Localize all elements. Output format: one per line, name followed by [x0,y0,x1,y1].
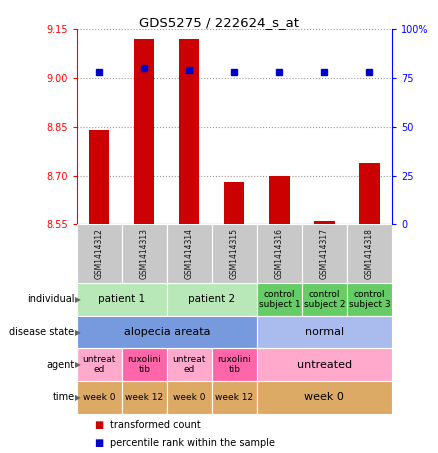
Text: normal: normal [305,327,344,337]
Text: ruxolini
tib: ruxolini tib [217,355,251,374]
Bar [347,224,392,283]
Text: alopecia areata: alopecia areata [124,327,210,337]
Bar [359,163,380,224]
Text: GSM1414316: GSM1414316 [275,228,284,279]
Bar [89,130,110,224]
Bar [77,283,167,316]
Bar [122,224,167,283]
Bar [77,224,122,283]
Text: GSM1414314: GSM1414314 [185,228,194,279]
Text: week 0: week 0 [304,392,344,402]
Text: ■: ■ [94,420,103,430]
Text: GSM1414317: GSM1414317 [320,228,329,279]
Bar [179,39,199,224]
Text: individual: individual [27,294,74,304]
Text: GSM1414315: GSM1414315 [230,228,239,279]
Text: ▶: ▶ [75,393,81,402]
Bar [167,381,212,414]
Bar [257,283,302,316]
Bar [77,381,122,414]
Text: ▶: ▶ [75,360,81,369]
Bar [167,348,212,381]
Text: GSM1414318: GSM1414318 [365,228,374,279]
Bar [257,224,302,283]
Text: GDS5275 / 222624_s_at: GDS5275 / 222624_s_at [139,16,299,29]
Text: GSM1414312: GSM1414312 [95,228,104,279]
Bar [302,283,347,316]
Bar [212,381,257,414]
Text: time: time [52,392,74,402]
Bar [212,348,257,381]
Text: week 12: week 12 [125,393,163,402]
Bar [134,39,154,224]
Text: disease state: disease state [9,327,74,337]
Text: patient 2: patient 2 [188,294,235,304]
Bar [269,176,290,224]
Bar [257,348,392,381]
Bar [122,348,167,381]
Bar [212,224,257,283]
Bar [347,283,392,316]
Text: ▶: ▶ [75,328,81,337]
Bar [167,224,212,283]
Text: week 0: week 0 [173,393,205,402]
Bar [77,348,122,381]
Text: untreated: untreated [297,360,352,370]
Bar [302,224,347,283]
Bar [167,283,257,316]
Text: control
subject 3: control subject 3 [349,290,390,309]
Text: control
subject 2: control subject 2 [304,290,345,309]
Text: transformed count: transformed count [110,420,200,430]
Text: percentile rank within the sample: percentile rank within the sample [110,438,275,448]
Text: ▶: ▶ [75,295,81,304]
Bar [257,381,392,414]
Text: GSM1414313: GSM1414313 [140,228,149,279]
Text: control
subject 1: control subject 1 [258,290,300,309]
Text: week 0: week 0 [83,393,116,402]
Text: patient 1: patient 1 [98,294,145,304]
Bar [122,381,167,414]
Bar [77,316,257,348]
Bar [314,221,335,224]
Bar [224,182,244,224]
Bar [257,316,392,348]
Text: week 12: week 12 [215,393,254,402]
Text: ruxolini
tib: ruxolini tib [127,355,161,374]
Text: agent: agent [46,360,74,370]
Text: ■: ■ [94,438,103,448]
Text: untreat
ed: untreat ed [82,355,116,374]
Text: untreat
ed: untreat ed [173,355,206,374]
